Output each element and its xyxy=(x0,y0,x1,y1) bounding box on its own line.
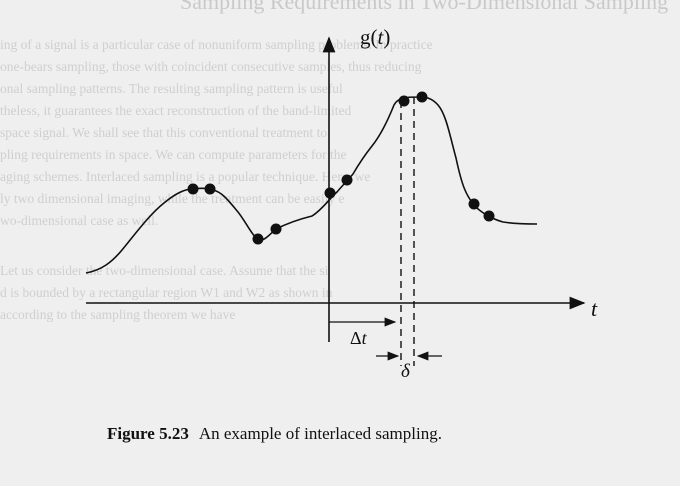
sample-point xyxy=(187,183,199,195)
bleed-through-heading: Sampling Requirements in Two-Dimensional… xyxy=(180,0,669,14)
caption-text: An example of interlaced sampling. xyxy=(198,424,442,443)
sample-point xyxy=(468,198,480,210)
figure-caption: Figure 5.23 An example of interlaced samp… xyxy=(107,424,442,444)
sample-point xyxy=(252,233,264,245)
bleed-through-line: Let us consider the two-dimensional case… xyxy=(0,263,329,278)
sample-point xyxy=(398,95,410,107)
delta-label: δ xyxy=(401,361,411,382)
sample-point xyxy=(416,91,428,103)
bleed-through-line: according to the sampling theorem we hav… xyxy=(0,307,236,322)
bleed-through-line: onal sampling patterns. The resulting sa… xyxy=(0,81,343,96)
delta-t-label: Δt xyxy=(350,328,368,348)
sample-point xyxy=(341,174,353,186)
bleed-through-line: theless, it guarantees the exact reconst… xyxy=(0,103,352,118)
bleed-through-line: wo-dimensional case as well. xyxy=(0,213,159,228)
figure-number: Figure 5.23 xyxy=(107,424,189,443)
signal-curve xyxy=(85,95,538,274)
bleed-through-line: pling requirements in space. We can comp… xyxy=(0,147,347,162)
bleed-through-line: d is bounded by a rectangular region W1 … xyxy=(0,285,333,300)
bleed-through-line: aging schemes. Interlaced sampling is a … xyxy=(0,169,371,184)
sample-point xyxy=(483,210,495,222)
bleed-through-text: ing of a signal is a particular case of … xyxy=(0,36,680,328)
y-axis-label: g(t) xyxy=(360,25,390,49)
x-axis-label: t xyxy=(591,296,598,321)
sample-point xyxy=(324,187,336,199)
sample-point xyxy=(204,183,216,195)
bleed-through-line: ly two dimensional imaging, while the tr… xyxy=(0,191,345,206)
sample-point xyxy=(270,223,282,235)
bleed-through-line: space signal. We shall see that this con… xyxy=(0,125,328,140)
bleed-through-line: one-bears sampling, those with coinciden… xyxy=(0,59,422,74)
